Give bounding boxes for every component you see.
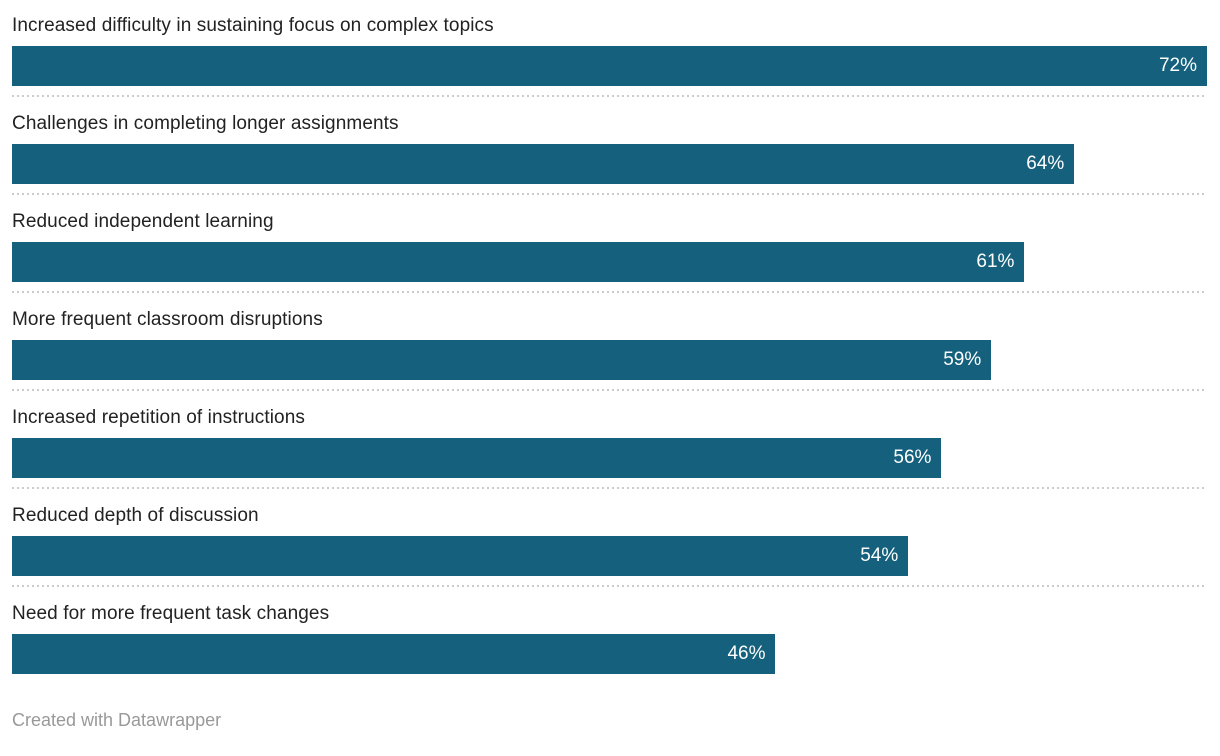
bar[interactable]: 54%: [12, 536, 909, 576]
bar-row: Increased repetition of instructions 56%: [12, 398, 1207, 489]
category-label: Challenges in completing longer assignme…: [12, 113, 399, 134]
bar[interactable]: 46%: [12, 634, 776, 674]
bar-track: 64%: [12, 144, 1207, 184]
value-label: 72%: [1158, 55, 1197, 76]
bar-row: More frequent classroom disruptions 59%: [12, 300, 1207, 391]
value-label: 59%: [943, 349, 982, 370]
bar[interactable]: 72%: [12, 46, 1207, 86]
category-label: More frequent classroom disruptions: [12, 309, 323, 330]
row-separator: [12, 95, 1207, 97]
row-separator: [12, 193, 1207, 195]
bar-track: 61%: [12, 242, 1207, 282]
bar-row: Reduced independent learning 61%: [12, 202, 1207, 293]
bar-rows: Increased difficulty in sustaining focus…: [12, 6, 1207, 674]
category-label: Reduced independent learning: [12, 211, 274, 232]
bar-track: 59%: [12, 340, 1207, 380]
bar[interactable]: 64%: [12, 144, 1075, 184]
bar[interactable]: 61%: [12, 242, 1025, 282]
category-label: Need for more frequent task changes: [12, 603, 330, 624]
bar-track: 46%: [12, 634, 1207, 674]
value-label: 46%: [727, 643, 766, 664]
row-separator: [12, 487, 1207, 489]
value-label: 64%: [1026, 153, 1065, 174]
value-label: 54%: [860, 545, 899, 566]
category-label: Reduced depth of discussion: [12, 505, 259, 526]
row-separator: [12, 389, 1207, 391]
bar-track: 54%: [12, 536, 1207, 576]
attribution-text: Created with Datawrapper: [12, 710, 222, 730]
bar-row: Challenges in completing longer assignme…: [12, 104, 1207, 195]
bar-row: Reduced depth of discussion 54%: [12, 496, 1207, 587]
category-label: Increased difficulty in sustaining focus…: [12, 15, 494, 36]
bar-row: Increased difficulty in sustaining focus…: [12, 6, 1207, 97]
value-label: 61%: [976, 251, 1015, 272]
row-separator: [12, 291, 1207, 293]
value-label: 56%: [893, 447, 932, 468]
bar-track: 56%: [12, 438, 1207, 478]
bar[interactable]: 59%: [12, 340, 992, 380]
row-separator: [12, 585, 1207, 587]
category-label: Increased repetition of instructions: [12, 407, 305, 428]
bar[interactable]: 56%: [12, 438, 942, 478]
bar-row: Need for more frequent task changes 46%: [12, 594, 1207, 674]
bar-track: 72%: [12, 46, 1207, 86]
